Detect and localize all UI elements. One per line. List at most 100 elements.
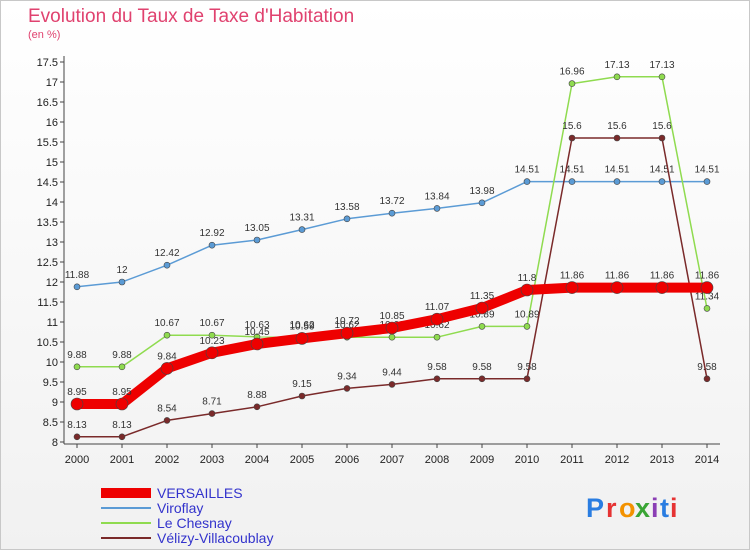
data-point-le-chesnay (118, 363, 126, 371)
data-point-versailles (475, 301, 489, 315)
data-point-versailles (340, 326, 354, 340)
data-label-versailles: 11.86 (560, 271, 585, 282)
data-point-velizy-villacoublay (523, 375, 531, 383)
data-label-viroflay: 13.72 (379, 196, 404, 207)
data-label-versailles: 10.85 (379, 311, 404, 322)
data-label-versailles: 8.95 (67, 387, 87, 398)
x-tick-label: 2013 (650, 454, 674, 466)
data-label-le-chesnay: 10.63 (244, 320, 269, 331)
data-label-le-chesnay: 10.67 (199, 318, 224, 329)
y-tick-label: 17 (46, 77, 58, 89)
data-point-le-chesnay (568, 80, 576, 87)
legend-label-velizy-villacoublay: Vélizy-Villacoublay (157, 530, 273, 546)
data-label-viroflay: 12.42 (154, 248, 179, 259)
data-point-versailles (160, 362, 174, 375)
y-tick-label: 13.5 (37, 217, 58, 229)
data-point-velizy-villacoublay (433, 375, 441, 383)
data-label-versailles: 10.23 (199, 336, 224, 347)
data-label-viroflay: 13.58 (334, 202, 359, 213)
data-point-velizy-villacoublay (253, 403, 261, 411)
data-point-velizy-villacoublay (298, 392, 306, 400)
data-point-versailles (295, 332, 309, 345)
data-point-versailles (430, 312, 444, 326)
data-label-viroflay: 14.51 (559, 165, 584, 176)
x-tick-label: 2008 (425, 454, 449, 466)
chart-subtitle: (en %) (28, 29, 61, 41)
data-point-velizy-villacoublay (343, 385, 351, 392)
data-point-viroflay (253, 236, 261, 244)
data-point-le-chesnay (703, 305, 711, 312)
data-label-le-chesnay: 10.62 (424, 320, 449, 331)
legend-label-viroflay: Viroflay (157, 500, 203, 516)
data-label-versailles: 11.86 (650, 271, 675, 282)
data-point-versailles (205, 346, 219, 360)
brand-letter: r (606, 493, 617, 523)
data-point-viroflay (73, 283, 81, 291)
data-point-le-chesnay (208, 331, 216, 339)
data-label-viroflay: 13.98 (469, 186, 494, 197)
data-label-velizy-villacoublay: 15.6 (562, 121, 582, 132)
data-label-versailles: 9.84 (157, 351, 177, 362)
data-point-viroflay (523, 178, 531, 185)
data-label-versailles: 11.07 (425, 302, 450, 313)
y-tick-label: 16 (46, 117, 58, 129)
data-point-versailles (655, 281, 669, 294)
y-tick-label: 14.5 (37, 177, 58, 189)
chart-title: Evolution du Taux de Taxe d'Habitation (28, 6, 355, 27)
data-point-viroflay (568, 178, 576, 185)
data-label-versailles: 10.72 (334, 316, 359, 327)
x-tick-label: 2001 (110, 454, 134, 466)
data-point-le-chesnay (163, 331, 171, 339)
data-point-velizy-villacoublay (388, 381, 396, 388)
y-tick-label: 12 (46, 277, 58, 289)
data-point-le-chesnay (433, 333, 441, 341)
legend-label-le-chesnay: Le Chesnay (157, 515, 232, 531)
data-point-versailles (70, 397, 84, 411)
data-label-viroflay: 14.51 (604, 165, 629, 176)
data-label-versailles: 11.35 (470, 291, 495, 302)
data-label-velizy-villacoublay: 8.54 (157, 403, 177, 414)
brand-letter: i (670, 493, 678, 523)
data-point-versailles (520, 283, 534, 297)
data-point-velizy-villacoublay (703, 375, 711, 383)
data-label-viroflay: 14.51 (649, 165, 674, 176)
y-tick-label: 16.5 (37, 97, 58, 109)
brand-letter: x (635, 493, 650, 523)
x-tick-label: 2010 (515, 454, 539, 466)
data-label-le-chesnay: 17.13 (604, 60, 629, 71)
data-label-versailles: 10.59 (289, 321, 314, 332)
data-label-versailles: 11.86 (695, 271, 720, 282)
data-label-velizy-villacoublay: 9.44 (382, 367, 402, 378)
data-label-viroflay: 12.92 (199, 228, 224, 239)
data-point-le-chesnay (658, 73, 666, 81)
data-point-viroflay (163, 261, 171, 269)
data-label-viroflay: 13.05 (244, 223, 269, 234)
data-label-velizy-villacoublay: 15.6 (652, 121, 672, 132)
x-tick-label: 2012 (605, 454, 629, 466)
x-tick-label: 2002 (155, 454, 179, 466)
data-point-viroflay (388, 209, 396, 217)
y-tick-label: 8 (52, 437, 58, 449)
data-label-le-chesnay: 9.88 (112, 350, 132, 361)
data-point-versailles (250, 337, 264, 351)
data-label-versailles: 10.45 (244, 327, 269, 338)
data-point-viroflay (478, 199, 486, 207)
data-point-viroflay (208, 241, 216, 249)
data-point-velizy-villacoublay (163, 417, 171, 424)
data-label-velizy-villacoublay: 9.58 (427, 362, 447, 373)
data-label-le-chesnay: 16.96 (559, 67, 584, 78)
x-tick-label: 2007 (380, 454, 404, 466)
data-point-le-chesnay (523, 323, 531, 330)
data-label-velizy-villacoublay: 9.58 (472, 362, 492, 373)
data-point-viroflay (658, 178, 666, 185)
data-label-velizy-villacoublay: 8.71 (202, 397, 222, 408)
data-label-velizy-villacoublay: 8.88 (247, 390, 267, 401)
y-tick-label: 9 (52, 397, 58, 409)
y-tick-label: 15 (46, 157, 58, 169)
data-point-velizy-villacoublay (658, 134, 666, 142)
data-label-viroflay: 14.51 (694, 165, 719, 176)
data-point-velizy-villacoublay (73, 433, 81, 441)
data-label-le-chesnay: 10.89 (469, 309, 494, 320)
